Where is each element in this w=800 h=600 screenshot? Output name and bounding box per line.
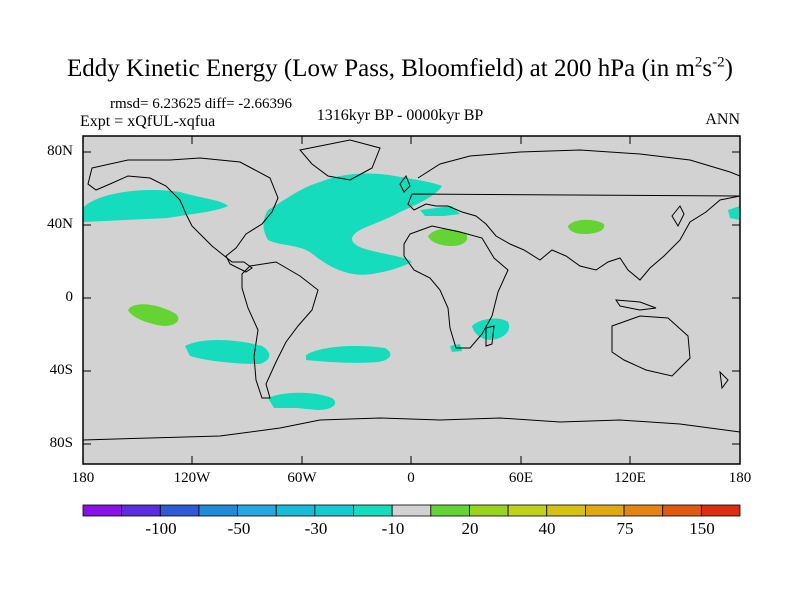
- coastlines: [83, 139, 740, 441]
- colorbar-swatch: [546, 504, 586, 517]
- map-panel: [83, 136, 740, 464]
- central-pacific-region: [128, 304, 179, 326]
- colorbar-swatch: [469, 504, 509, 517]
- colorbar-label: 20: [461, 519, 479, 538]
- antarctica-coast: [83, 417, 740, 441]
- pacific-dateline-region: [728, 206, 740, 220]
- lon-label-0: 0: [407, 470, 415, 486]
- colorbar-swatch: [353, 504, 393, 517]
- colorbar-swatch: [585, 504, 625, 517]
- new-zealand-coast: [719, 370, 729, 390]
- north-america-coast: [87, 157, 279, 273]
- lon-label-120e: 120E: [614, 470, 646, 486]
- season-label: ANN: [705, 111, 740, 128]
- lat-label-80n: 80N: [47, 143, 73, 159]
- lat-label-equator: 0: [65, 289, 74, 305]
- colorbar-swatch: [82, 504, 123, 517]
- south-america-coast: [241, 261, 319, 399]
- north-pacific-east-region: [83, 189, 228, 222]
- north-africa-region: [428, 229, 468, 246]
- map-title: Eddy Kinetic Energy (Low Pass, Bloomfiel…: [67, 54, 733, 82]
- colorbar-label: -30: [304, 519, 328, 538]
- uk-coast: [399, 174, 411, 193]
- madagascar-coast: [485, 325, 495, 347]
- colorbar-swatch: [275, 504, 316, 517]
- colorbar-swatch: [700, 504, 741, 517]
- stats-line: rmsd= 6.23625 diff= -2.66396: [110, 96, 293, 112]
- colorbar: [82, 504, 741, 517]
- lat-label-40n: 40N: [47, 216, 73, 232]
- lon-label-180e: 180: [728, 470, 752, 486]
- colorbar-label: 75: [616, 519, 634, 538]
- colorbar-swatch: [430, 504, 470, 517]
- lon-label-60e: 60E: [508, 470, 534, 486]
- colorbar-label: -100: [145, 519, 177, 538]
- colorbar-swatch: [314, 504, 354, 517]
- colorbar-swatch: [662, 504, 702, 517]
- colorbar-label: -50: [227, 519, 251, 538]
- lon-label-120w: 120W: [173, 470, 211, 486]
- colorbar-swatch: [391, 504, 432, 517]
- tibet-region: [568, 219, 605, 234]
- mediterranean-region: [420, 206, 460, 216]
- colorbar-label: 40: [538, 519, 556, 538]
- north-atlantic-region: [263, 173, 442, 275]
- colorbar-swatch: [198, 504, 238, 517]
- axis-ticks: [82, 136, 741, 464]
- colorbar-swatch: [623, 504, 664, 517]
- negative-anomaly-regions: [83, 173, 740, 410]
- colorbar-swatch: [507, 504, 548, 517]
- colorbar-swatch: [159, 504, 200, 517]
- colorbar-swatch: [121, 504, 161, 517]
- indonesia-coast: [615, 299, 657, 311]
- colorbar-label: 150: [689, 519, 715, 538]
- africa-coast: [403, 225, 509, 349]
- eurasia-coast: [407, 149, 740, 281]
- colorbar-label: -10: [381, 519, 405, 538]
- greenland-coast: [299, 139, 381, 181]
- colorbar-swatch: [237, 504, 277, 517]
- lon-label-60w: 60W: [287, 470, 317, 486]
- south-atlantic-region: [185, 340, 270, 364]
- southern-ocean-region: [268, 392, 336, 410]
- experiment-label: Expt = xQfUL-xqfua: [80, 113, 216, 130]
- lat-label-40s: 40S: [49, 362, 73, 378]
- lon-label-180w: 180: [71, 470, 95, 486]
- lat-label-80s: 80S: [49, 435, 73, 451]
- japan-coast: [671, 205, 685, 228]
- south-atlantic-east-region: [306, 346, 391, 363]
- positive-anomaly-regions: [128, 219, 605, 326]
- period-label: 1316kyr BP - 0000kyr BP: [316, 107, 484, 124]
- australia-coast: [611, 315, 691, 377]
